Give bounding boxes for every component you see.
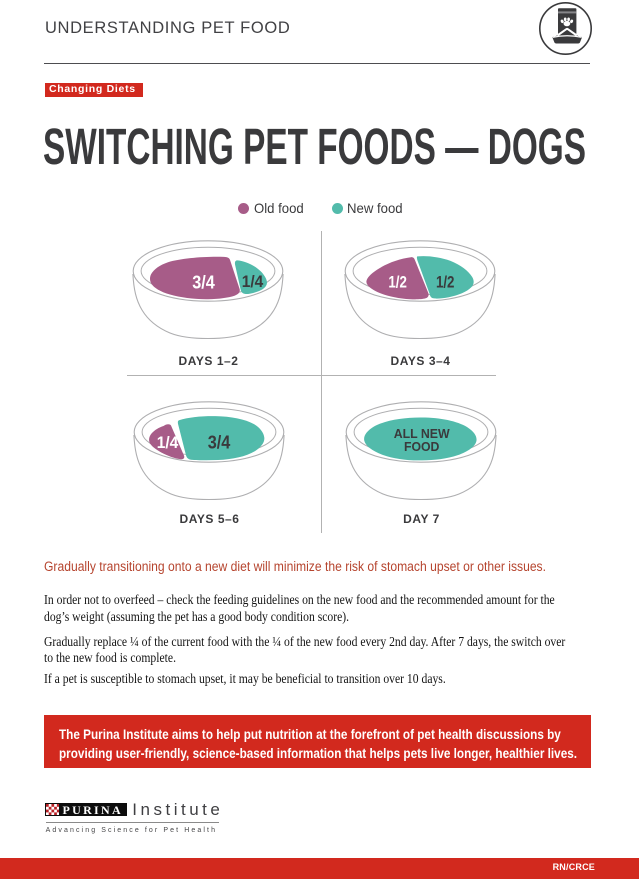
- svg-text:1/2: 1/2: [436, 272, 455, 291]
- svg-text:1/4: 1/4: [242, 272, 264, 291]
- svg-text:1/4: 1/4: [157, 433, 179, 452]
- svg-text:ALL NEW: ALL NEW: [394, 427, 450, 441]
- svg-text:1/2: 1/2: [388, 272, 407, 291]
- svg-text:3/4: 3/4: [208, 432, 231, 452]
- svg-text:3/4: 3/4: [192, 272, 215, 292]
- svg-text:FOOD: FOOD: [404, 440, 440, 454]
